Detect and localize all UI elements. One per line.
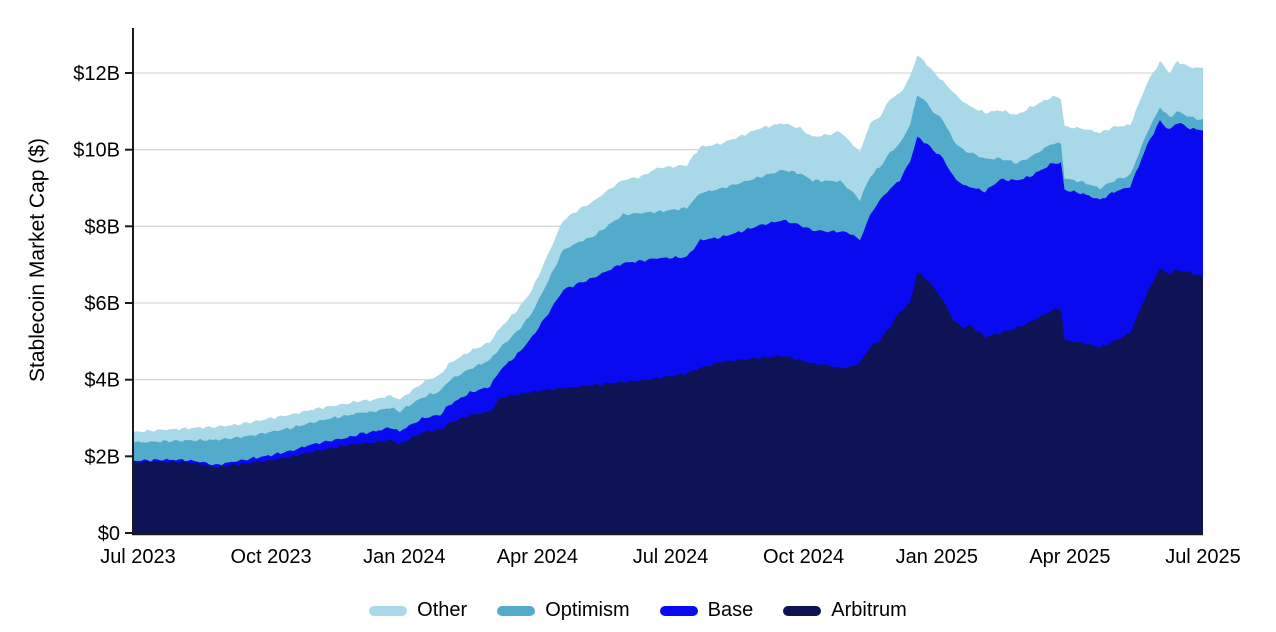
y-tick-label: $12B [73, 63, 120, 85]
x-tick-label: Jan 2025 [896, 546, 978, 568]
x-tick-label: Jul 2023 [100, 546, 176, 568]
legend-label-optimism: Optimism [545, 599, 630, 621]
x-tick-label: Jul 2025 [1165, 546, 1241, 568]
legend-label-arbitrum: Arbitrum [831, 599, 907, 621]
x-tick-label: Oct 2024 [763, 546, 844, 568]
legend-swatch-base [659, 605, 698, 616]
axes [132, 28, 1203, 536]
legend-item-optimism[interactable]: Optimism [497, 599, 630, 622]
y-tick-label: $4B [84, 370, 120, 392]
y-tick-label: $6B [84, 293, 120, 315]
y-tick-label: $8B [84, 216, 120, 238]
y-tick-label: $0 [98, 523, 120, 545]
x-tick-label: Jul 2024 [633, 546, 709, 568]
legend-item-arbitrum[interactable]: Arbitrum [783, 599, 907, 622]
legend-label-other: Other [417, 599, 468, 621]
x-tick-label: Apr 2025 [1029, 546, 1110, 568]
x-tick-label: Jan 2024 [363, 546, 445, 568]
legend-swatch-arbitrum [783, 605, 822, 616]
y-tick-labels: $0 $2B $4B $6B $8B $10B $12B [73, 63, 132, 545]
x-tick-label: Apr 2024 [497, 546, 578, 568]
area-arbitrum [134, 268, 1203, 535]
legend-label-base: Base [707, 599, 754, 621]
x-tick-labels: Jul 2023 Oct 2023 Jan 2024 Apr 2024 Jul 2024… [100, 546, 1241, 568]
legend-swatch-other [369, 605, 408, 616]
y-tick-label: $2B [84, 446, 120, 468]
y-axis-title: Stablecoin Market Cap ($) [26, 138, 49, 382]
legend-swatch-optimism [497, 605, 536, 616]
y-tick-label: $10B [73, 140, 120, 162]
chart-legend: Other Optimism Base Arbitrum [0, 599, 1276, 622]
areas [134, 55, 1203, 535]
x-tick-label: Oct 2023 [231, 546, 312, 568]
legend-item-other[interactable]: Other [369, 599, 467, 622]
legend-item-base[interactable]: Base [659, 599, 754, 622]
